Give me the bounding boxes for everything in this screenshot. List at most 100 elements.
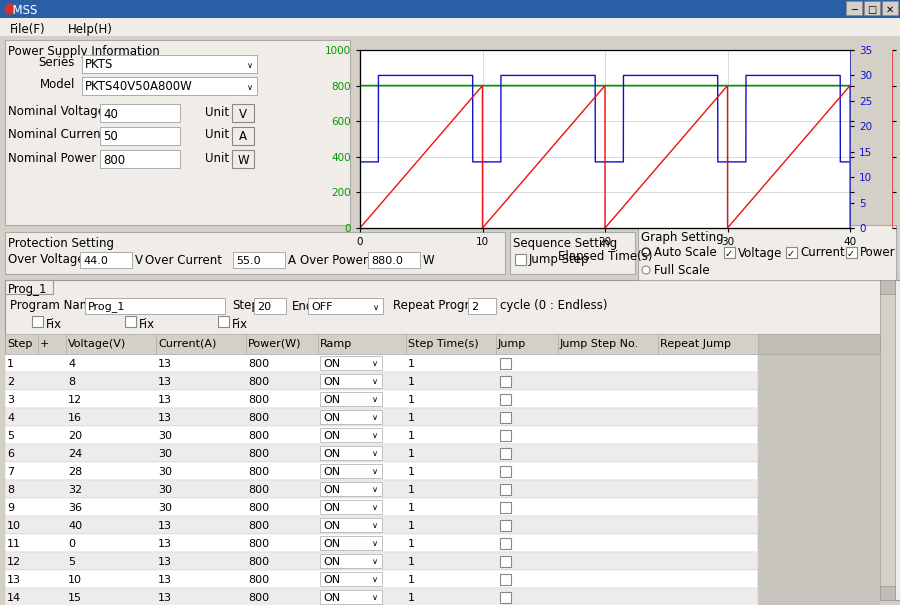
Text: 55.0: 55.0 (236, 256, 261, 266)
Bar (786, 247, 797, 258)
Bar (500, 592, 511, 603)
Text: Nominal Power: Nominal Power (8, 151, 96, 165)
Bar (758, 552, 880, 570)
Text: 1: 1 (408, 593, 415, 603)
Text: Sequence Setting: Sequence Setting (513, 238, 617, 250)
Text: W: W (423, 253, 435, 266)
Text: 30: 30 (158, 431, 172, 441)
Text: Nominal Voltage: Nominal Voltage (8, 105, 105, 119)
Bar (758, 426, 880, 444)
Text: 1: 1 (408, 467, 415, 477)
Text: 30: 30 (158, 485, 172, 495)
Text: 5: 5 (7, 431, 14, 441)
Bar (5, 516, 758, 534)
Text: 44.0: 44.0 (83, 256, 108, 266)
Text: 40: 40 (103, 108, 118, 120)
Text: Current: Current (800, 246, 845, 260)
Voltage(V) (718, 87, 729, 94)
Text: Prog_1: Prog_1 (88, 301, 125, 312)
Bar (515, 254, 526, 265)
Bar (320, 428, 382, 442)
Text: 13: 13 (158, 539, 172, 549)
Text: ON: ON (323, 395, 340, 405)
Text: 14: 14 (7, 593, 21, 603)
Current(A) (744, 72, 755, 79)
Text: 1: 1 (408, 395, 415, 405)
Bar (882, 1, 898, 15)
Current(A) (379, 72, 390, 79)
Text: 4: 4 (68, 359, 75, 369)
Circle shape (642, 248, 650, 256)
Power(W) (532, 82, 543, 89)
Text: ✓: ✓ (847, 249, 855, 259)
Bar (5, 426, 758, 444)
Bar (32, 316, 43, 327)
Text: Repeat Jump: Repeat Jump (660, 339, 731, 349)
Bar (500, 538, 511, 549)
Bar (254, 298, 286, 314)
Bar (724, 247, 735, 258)
Current(A) (373, 72, 383, 79)
Current(A) (666, 72, 677, 79)
Text: 13: 13 (7, 575, 21, 585)
Text: Protection Setting: Protection Setting (8, 238, 114, 250)
Bar (100, 127, 180, 145)
Text: 9: 9 (7, 503, 14, 513)
Bar (758, 372, 880, 390)
Power(W) (744, 82, 755, 89)
Text: 12: 12 (68, 395, 82, 405)
Text: Ramp: Ramp (320, 339, 352, 349)
Text: ∨: ∨ (372, 431, 378, 440)
Text: Over Voltage: Over Voltage (8, 253, 85, 266)
Power(W) (844, 82, 855, 89)
Text: File(F): File(F) (10, 22, 46, 36)
Text: MSS: MSS (5, 4, 38, 18)
Text: ON: ON (323, 377, 340, 387)
Text: ∨: ∨ (372, 522, 378, 531)
Bar (500, 484, 511, 495)
Power(W) (379, 82, 390, 89)
Bar (320, 356, 382, 370)
Text: Auto Scale: Auto Scale (654, 246, 716, 260)
Text: Power(W): Power(W) (248, 339, 302, 349)
Text: 800: 800 (248, 395, 269, 405)
Bar (232, 104, 254, 122)
Current(A) (644, 72, 655, 79)
Bar (500, 520, 511, 531)
Text: 1: 1 (408, 413, 415, 423)
Text: 6: 6 (7, 449, 14, 459)
Bar (758, 534, 880, 552)
Bar (468, 298, 496, 314)
Bar (758, 480, 880, 498)
Text: 1: 1 (408, 503, 415, 513)
Text: 800: 800 (248, 539, 269, 549)
Voltage(V) (722, 82, 733, 90)
Text: 800: 800 (248, 467, 269, 477)
Text: 4: 4 (7, 413, 14, 423)
Bar (500, 466, 511, 477)
Text: ∨: ∨ (373, 302, 379, 312)
Text: ∨: ∨ (372, 485, 378, 494)
Bar (500, 502, 511, 513)
Text: 40: 40 (68, 521, 82, 531)
Text: 13: 13 (158, 359, 172, 369)
Text: 1: 1 (408, 377, 415, 387)
Text: Unit: Unit (205, 128, 230, 142)
Text: 0: 0 (68, 539, 75, 549)
Bar (758, 570, 880, 588)
Text: 800: 800 (248, 485, 269, 495)
Bar (864, 1, 880, 15)
Bar (500, 358, 511, 369)
Line: Voltage(V): Voltage(V) (360, 86, 850, 228)
Text: Step: Step (7, 339, 32, 349)
Text: 30: 30 (158, 449, 172, 459)
Text: OFF: OFF (311, 302, 332, 312)
Bar (5, 588, 758, 605)
Text: Fix: Fix (232, 318, 248, 330)
Voltage(V) (644, 172, 655, 180)
Text: 1: 1 (408, 449, 415, 459)
Voltage(V) (744, 199, 755, 206)
Text: cycle (0 : Endless): cycle (0 : Endless) (500, 299, 608, 313)
Bar (758, 408, 880, 426)
Text: 30: 30 (158, 503, 172, 513)
